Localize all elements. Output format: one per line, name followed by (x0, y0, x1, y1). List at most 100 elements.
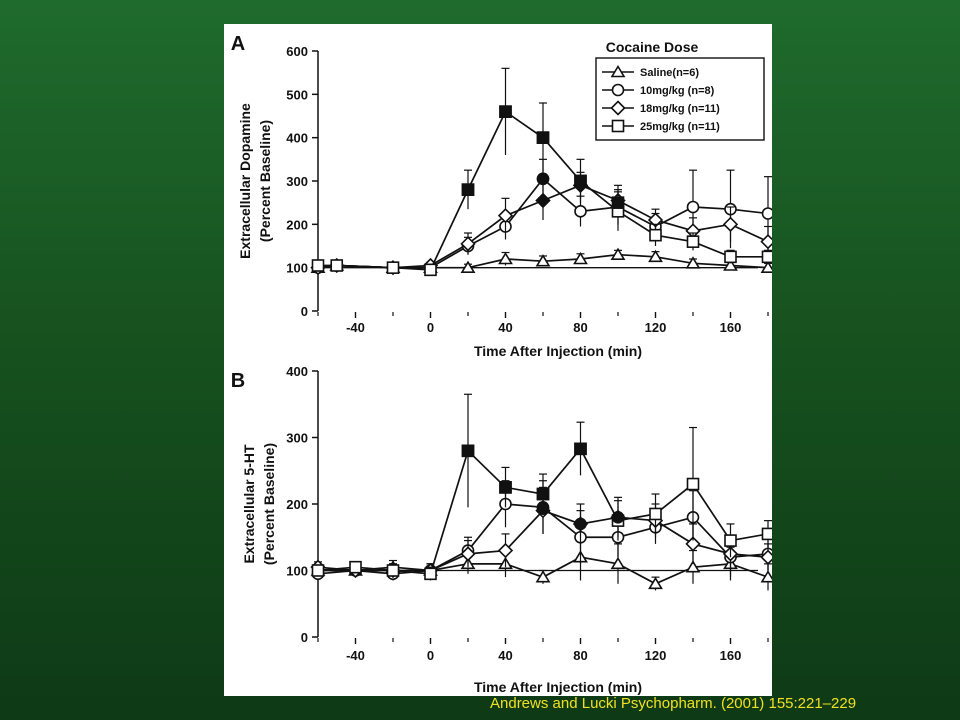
x-axis-title: Time After Injection (min) (474, 679, 642, 695)
data-point-filled (461, 444, 475, 458)
y-tick-label: 500 (286, 87, 308, 102)
data-point (574, 205, 587, 218)
panel-letter: A (231, 33, 245, 55)
x-tick-label: 80 (573, 320, 587, 335)
data-point (686, 477, 700, 491)
data-point (686, 200, 700, 214)
data-point (723, 258, 738, 271)
x-tick-label: 0 (427, 320, 434, 335)
legend: Cocaine Dose Saline(n=6) 10mg/kg (n=8) 18mg… (595, 39, 765, 141)
y-axis-title: (Percent Baseline) (257, 120, 273, 242)
y-tick-label: 100 (286, 261, 308, 276)
data-point-filled (535, 192, 551, 209)
y-tick-label: 0 (301, 304, 308, 319)
data-point (761, 250, 772, 264)
legend-label: 25mg/kg (n=11) (640, 121, 720, 133)
series-1 (310, 533, 772, 591)
data-point (724, 534, 737, 547)
data-point-filled (572, 177, 589, 193)
data-point-filled (499, 105, 512, 118)
x-tick-label: -40 (346, 648, 365, 663)
y-tick-label: 200 (286, 217, 308, 232)
data-point (497, 542, 514, 559)
x-tick-label: 40 (498, 320, 512, 335)
data-point (311, 564, 325, 577)
y-tick-label: 400 (286, 364, 308, 379)
data-point-filled (536, 131, 550, 144)
legend-entry-4: 25mg/kg (n=11) (602, 119, 720, 133)
legend-marker (611, 83, 625, 97)
data-point (685, 256, 701, 269)
data-point (648, 576, 663, 590)
data-point (724, 250, 737, 264)
x-tick-label: 120 (645, 648, 667, 663)
data-point (460, 260, 476, 273)
legend-label: 10mg/kg (n=8) (640, 85, 715, 97)
data-point (685, 560, 701, 573)
y-tick-label: 600 (286, 44, 308, 59)
data-point (760, 570, 772, 583)
y-axis-title: Extracellular 5-HT (241, 444, 257, 563)
series-3 (310, 486, 772, 579)
data-point (649, 228, 662, 242)
data-point (760, 234, 772, 250)
y-axis-title: (Percent Baseline) (261, 443, 277, 565)
legend-entry-2: 10mg/kg (n=8) (602, 83, 715, 97)
data-point (648, 249, 663, 263)
y-tick-label: 0 (301, 630, 308, 645)
data-point (424, 263, 437, 277)
data-point (761, 207, 772, 220)
data-point (573, 251, 588, 265)
legend-marker (610, 64, 626, 78)
panel-letter: B (231, 370, 245, 392)
data-point-filled (461, 183, 475, 196)
legend-entry-1: Saline(n=6) (602, 64, 699, 79)
legend-marker (610, 100, 626, 116)
data-point (311, 259, 325, 272)
data-point-filled (611, 510, 625, 524)
x-tick-label: -40 (346, 320, 365, 335)
figure-panel: A 0 100 200 300 400 500 600 Extracellular Dopami… (224, 24, 772, 696)
legend-label: 18mg/kg (n=11) (640, 103, 720, 115)
data-point-filled (499, 481, 512, 494)
data-point (685, 536, 701, 552)
data-point (424, 567, 437, 581)
y-tick-label: 400 (286, 131, 308, 146)
y-tick-label: 200 (286, 497, 308, 512)
data-point (497, 208, 514, 224)
data-point (535, 570, 551, 583)
data-point (460, 546, 476, 562)
data-point (649, 507, 662, 521)
y-tick-label: 100 (286, 564, 308, 579)
y-axis-title: Extracellular Dopamine (237, 103, 253, 259)
data-point (761, 527, 772, 541)
data-point (722, 216, 739, 232)
legend-label: Saline(n=6) (640, 67, 699, 79)
data-point-filled (611, 196, 625, 209)
data-point (386, 564, 400, 577)
data-point (760, 260, 772, 273)
data-point-filled (536, 487, 550, 501)
legend-marker (611, 119, 625, 133)
legend-entry-3: 18mg/kg (n=11) (602, 100, 720, 116)
series-1 (310, 247, 772, 273)
data-point (610, 247, 626, 260)
x-tick-label: 80 (573, 648, 587, 663)
citation-text: Andrews and Lucki Psychopharm. (2001) 15… (490, 695, 857, 712)
data-point-filled (574, 442, 587, 456)
data-point-filled (536, 502, 550, 515)
data-point (535, 254, 551, 267)
y-tick-label: 300 (286, 174, 308, 189)
x-tick-label: 120 (645, 320, 667, 335)
data-point (498, 251, 513, 265)
x-tick-label: 40 (498, 648, 512, 663)
x-tick-label: 0 (427, 648, 434, 663)
data-point-filled (536, 172, 550, 186)
x-tick-label: 160 (720, 648, 742, 663)
data-point (330, 259, 344, 272)
data-point-filled (574, 517, 587, 531)
data-point (760, 549, 772, 565)
